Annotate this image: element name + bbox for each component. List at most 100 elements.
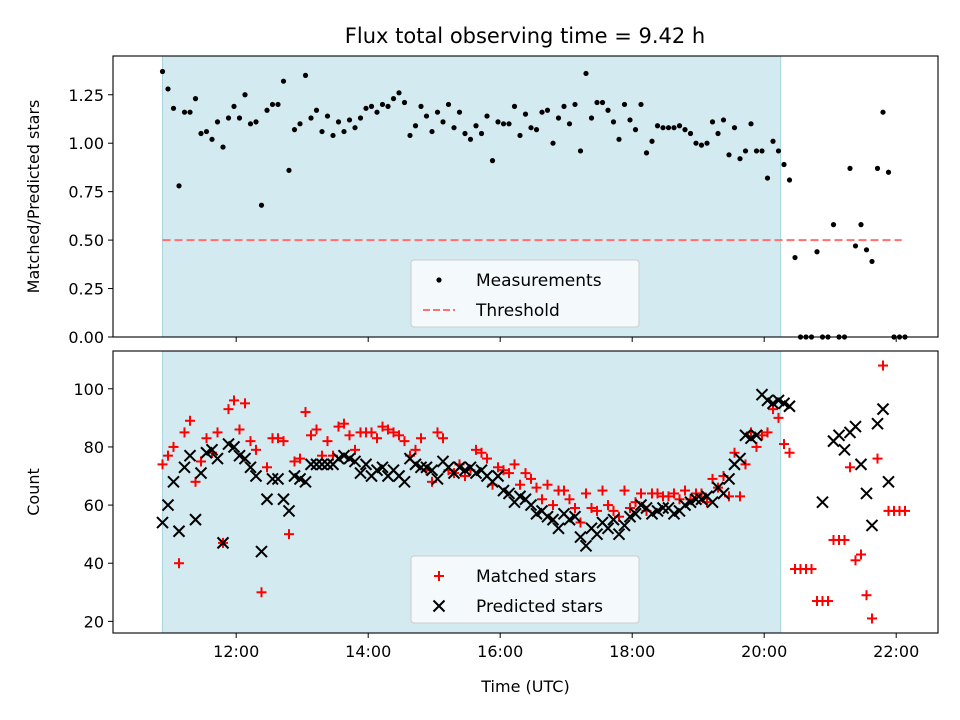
measurement-point <box>764 175 771 181</box>
matched-star-point <box>515 479 525 490</box>
measurement-point <box>522 111 529 117</box>
matched-star-point <box>526 473 536 484</box>
matched-star-point <box>652 488 663 499</box>
measurement-point <box>401 99 408 106</box>
matched-star-point <box>333 421 344 432</box>
measurement-point <box>187 109 193 115</box>
predicted-star-point <box>189 513 202 526</box>
matched-star-point <box>762 427 773 438</box>
matched-star-point <box>372 433 382 444</box>
y-tick-label: 0.50 <box>68 231 104 250</box>
predicted-star-point <box>354 466 367 480</box>
measurement-point <box>704 140 710 146</box>
predicted-star-point <box>590 527 604 541</box>
matched-star-point <box>564 494 575 505</box>
matched-star-point <box>377 421 388 432</box>
measurement-point <box>880 109 886 115</box>
predicted-star-point <box>502 487 516 500</box>
y-tick-label: 1.25 <box>68 86 104 105</box>
matched-star-point <box>289 456 300 467</box>
predicted-star-point <box>750 429 763 442</box>
measurement-point <box>159 68 166 75</box>
x-tick-label: 12:00 <box>213 642 259 661</box>
measurement-point <box>181 109 188 115</box>
predicted-star-point <box>860 487 873 500</box>
matched-star-point <box>559 485 569 496</box>
measurement-point <box>781 161 787 168</box>
matched-star-point <box>366 427 377 438</box>
measurement-point <box>676 123 683 129</box>
measurement-point <box>660 125 666 131</box>
predicted-star-point <box>601 522 615 535</box>
matched-star-point <box>636 488 646 499</box>
measurement-point <box>269 101 276 108</box>
measurement-point <box>247 121 254 127</box>
measurement-point <box>192 96 199 102</box>
measurement-point <box>319 128 325 135</box>
measurement-point <box>654 123 661 129</box>
matched-star-point <box>416 433 426 444</box>
measurement-point <box>561 103 567 109</box>
predicted-star-point <box>816 495 829 509</box>
measurement-point <box>715 130 721 137</box>
measurement-point <box>814 249 820 255</box>
measurement-point <box>786 177 793 183</box>
matched-star-point <box>537 494 547 505</box>
measurement-point <box>258 202 265 208</box>
predicted-star-point <box>359 458 373 471</box>
matched-star-point <box>476 447 487 458</box>
matched-star-point <box>157 459 168 470</box>
predicted-star-point <box>733 452 747 465</box>
panel-ratio: 0.00 0.25 0.50 0.75 1.00 1.25 Matched/Predict… <box>24 55 939 347</box>
matched-star-point <box>256 587 267 598</box>
predicted-star-point <box>238 452 252 465</box>
measurement-point <box>379 101 386 108</box>
predicted-star-point <box>299 475 312 489</box>
matched-star-point <box>850 555 861 566</box>
matched-star-point <box>300 407 311 418</box>
measurement-point <box>220 144 226 150</box>
matched-star-point <box>757 430 767 441</box>
measurement-point <box>495 119 501 125</box>
measurement-point <box>698 142 705 148</box>
predicted-star-point <box>205 443 219 457</box>
measurement-point <box>214 119 221 125</box>
measurement-point <box>198 130 204 137</box>
predicted-star-point <box>612 527 626 541</box>
predicted-star-point <box>607 513 620 526</box>
measurement-point <box>709 119 716 125</box>
predicted-star-point <box>172 525 186 538</box>
matched-star-point <box>531 482 542 493</box>
matched-star-point <box>498 465 509 476</box>
predicted-star-point <box>706 495 719 509</box>
x-tick-label: 20:00 <box>741 642 787 661</box>
measurement-point <box>726 152 732 158</box>
y-axis-label: Matched/Predicted stars <box>24 100 43 294</box>
measurement-point <box>847 165 853 171</box>
measurement-point <box>390 96 397 102</box>
x-tick-label: 16:00 <box>477 642 523 661</box>
y-tick-label: 100 <box>73 380 104 399</box>
matched-star-point <box>388 427 399 438</box>
matched-star-point <box>339 418 349 429</box>
predicted-star-point <box>524 498 538 512</box>
matched-star-point <box>663 491 674 502</box>
matched-star-point <box>185 415 195 426</box>
predicted-star-point <box>871 417 884 430</box>
matched-star-point <box>394 430 404 441</box>
measurement-point <box>231 103 237 109</box>
matched-star-point <box>311 424 322 435</box>
matched-star-point <box>245 436 256 447</box>
measurement-point <box>264 107 270 113</box>
matched-star-point <box>581 488 591 499</box>
measurement-point <box>539 109 545 115</box>
measurement-point <box>346 117 353 123</box>
measurement-point <box>770 138 776 144</box>
matched-star-point <box>735 491 745 502</box>
matched-star-point <box>493 462 503 473</box>
matched-star-point <box>586 502 597 513</box>
y-tick-label: 60 <box>84 496 104 515</box>
measurement-point <box>577 148 584 154</box>
predicted-star-point <box>849 420 862 433</box>
y-tick-label: 0.25 <box>68 280 104 299</box>
